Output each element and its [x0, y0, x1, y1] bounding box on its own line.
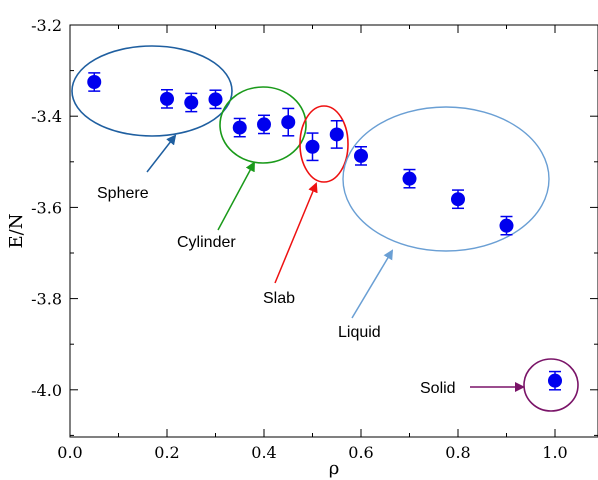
data-points	[87, 72, 562, 391]
x-tick-labels: 0.0 0.2 0.4 0.6 0.8 1.0	[57, 443, 567, 462]
y-tick-label: -4.0	[31, 381, 62, 400]
data-point-10	[402, 168, 417, 189]
x-tick-label: 0.6	[348, 443, 373, 462]
point-marker	[305, 139, 320, 154]
cylinder-region-ellipse	[219, 86, 307, 164]
data-point-1	[160, 89, 174, 109]
cylinder-label: Cylinder	[177, 234, 236, 251]
point-marker	[499, 218, 514, 233]
data-point-4	[232, 117, 247, 138]
y-tick-label: -3.8	[31, 290, 62, 309]
data-point-6	[281, 107, 296, 137]
x-tick-label: 1.0	[542, 443, 567, 462]
data-point-7	[305, 132, 320, 162]
cylinder-arrow	[217, 161, 255, 231]
x-tick-label: 0.4	[251, 443, 276, 462]
x-tick-label: 0.0	[57, 443, 82, 462]
point-marker	[402, 171, 417, 186]
point-marker	[354, 148, 368, 163]
y-tick-label: -3.4	[31, 107, 62, 126]
data-point-5	[257, 114, 271, 135]
liquid-region-ellipse	[342, 106, 550, 252]
data-point-8	[329, 120, 344, 149]
axis-ticks	[69, 24, 598, 437]
y-tick-label: -3.6	[31, 198, 62, 217]
slab-label: Slab	[263, 290, 295, 307]
slab-region-ellipse	[299, 105, 349, 183]
sphere-region-ellipse	[71, 45, 233, 137]
data-point-13	[548, 370, 562, 391]
x-tick-label: 0.2	[154, 443, 179, 462]
data-point-11	[451, 189, 465, 210]
point-marker	[87, 75, 102, 89]
data-point-0	[87, 72, 102, 92]
x-tick-label: 0.8	[445, 443, 470, 462]
y-tick-label: -3.2	[31, 16, 62, 35]
point-marker	[281, 115, 296, 130]
data-point-2	[184, 92, 199, 113]
point-marker	[451, 192, 465, 207]
point-marker	[160, 91, 174, 106]
liquid-label: Liquid	[338, 324, 381, 341]
point-marker	[257, 117, 271, 132]
x-axis-title: ρ	[329, 458, 340, 479]
point-marker	[232, 120, 247, 135]
y-axis-title: E/N	[6, 214, 27, 249]
data-point-3	[208, 89, 223, 110]
plot-frame	[69, 24, 598, 438]
slab-arrow	[274, 182, 318, 284]
solid-label: Solid	[420, 380, 456, 397]
point-marker	[208, 92, 223, 107]
liquid-arrow	[351, 249, 394, 319]
data-point-12	[499, 215, 514, 236]
point-marker	[184, 95, 199, 110]
y-tick-labels: -3.2 -3.4 -3.6 -3.8 -4.0	[31, 16, 62, 400]
point-marker	[329, 127, 344, 142]
sphere-arrow	[146, 134, 177, 173]
sphere-label: Sphere	[97, 185, 149, 202]
data-point-9	[354, 146, 368, 166]
point-marker	[548, 373, 562, 388]
